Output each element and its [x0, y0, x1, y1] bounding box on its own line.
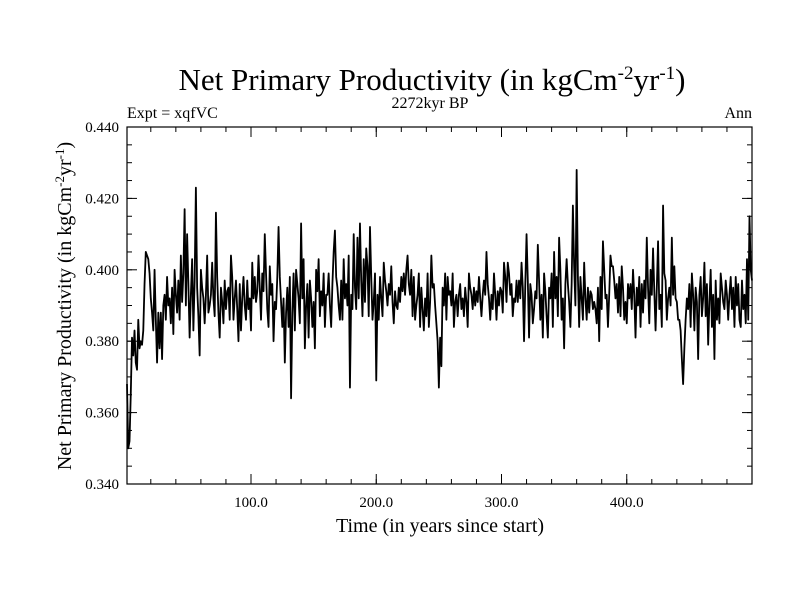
y-tick-labels: 0.340 0.360 0.380 0.400 0.420 0.440	[85, 120, 119, 493]
x-tick-label: 400.0	[610, 495, 644, 511]
y-axis-label: Net Primary Productivity (in kgCm-2yr-1)	[52, 142, 76, 470]
y-tick-label: 0.440	[85, 120, 119, 136]
y-tick-label: 0.360	[85, 406, 119, 422]
time-period-label: 2272kyr BP	[392, 95, 469, 112]
x-tick-label: 100.0	[234, 495, 268, 511]
season-label: Ann	[724, 105, 752, 122]
x-tick-label: 200.0	[359, 495, 393, 511]
y-tick-label: 0.380	[85, 334, 119, 350]
npp-time-series-chart: Net Primary Productivity (in kgCm-2yr-1)…	[0, 0, 800, 600]
x-tick-labels: 100.0 200.0 300.0 400.0	[234, 495, 644, 511]
y-tick-label: 0.400	[85, 263, 119, 279]
x-axis-label: Time (in years since start)	[336, 515, 544, 537]
chart-title: Net Primary Productivity (in kgCm-2yr-1)	[179, 62, 686, 97]
y-tick-label: 0.340	[85, 477, 119, 493]
npp-series-line	[127, 170, 752, 448]
experiment-label: Expt = xqfVC	[127, 105, 218, 122]
x-tick-label: 300.0	[485, 495, 519, 511]
y-tick-label: 0.420	[85, 191, 119, 207]
